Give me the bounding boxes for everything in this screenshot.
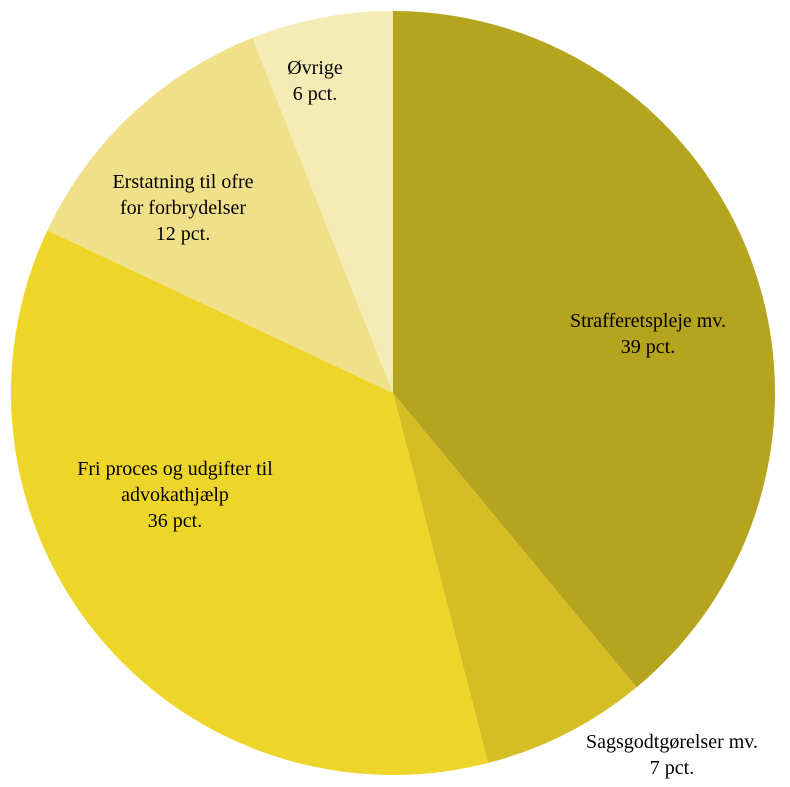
value-label: 12 pct.	[156, 223, 210, 245]
value-label: 7 pct.	[650, 757, 694, 779]
slice-label: Erstatning til ofre for forbrydelser	[112, 171, 253, 219]
slice-label: Øvrige	[287, 57, 343, 79]
slice-label: Fri proces og udgifter til advokathjælp	[77, 458, 273, 506]
pie-slice	[10, 230, 488, 776]
pie-slice	[393, 393, 637, 763]
slice-label: Sagsgodtgørelser mv.	[586, 731, 758, 753]
pie-slice	[393, 11, 776, 688]
value-label: 6 pct.	[293, 83, 337, 105]
value-label: 39 pct.	[621, 336, 675, 358]
slice-label: Strafferetspleje mv.	[570, 310, 726, 332]
value-label: 36 pct.	[148, 510, 202, 532]
pie-slice	[47, 37, 393, 394]
pie-slice	[252, 11, 393, 393]
